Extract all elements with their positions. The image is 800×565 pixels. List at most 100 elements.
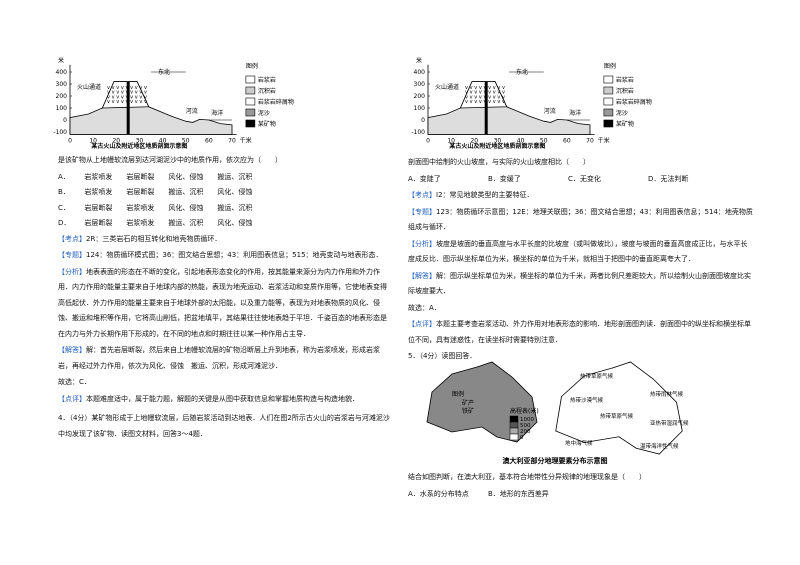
volcanic-vent [484, 81, 488, 135]
caption: 澳大利亚部分地理要素分布示意图 [503, 456, 608, 465]
option: B．变缓了 [488, 174, 521, 183]
pattern: v [502, 99, 505, 105]
pattern: v [493, 85, 496, 91]
pattern: v [488, 94, 491, 100]
legend-title: 图例 [452, 390, 464, 398]
note: 【解答】解：首先岩层断裂，然后来自上地幔软流层的矿物沿断层上升到地表，称为岩浆喷… [58, 343, 393, 374]
pattern: v [107, 94, 110, 100]
note-tag: 【点评】 [408, 320, 436, 328]
climate-label: 热带草原气候 [580, 372, 614, 380]
option: A．水系的分布特点 [408, 489, 469, 498]
y-label: -100 [53, 129, 67, 136]
note-text: 解：图示纵坐标单位为米，横坐标的单位为千米，两者比例尺差距较大，所以绘制火山剖面… [408, 271, 751, 296]
pattern: v [479, 85, 482, 91]
question: 剖面图中绘制的火山坡度，与实际的火山坡度相比（ ） [408, 158, 590, 166]
elev-title: 高程表(米) [510, 407, 539, 415]
legend-swatch [603, 97, 614, 106]
notes: 【考点】I2：常见地貌类型的主要特征． 【专题】123：物质循环示意图；12E：地… [408, 188, 753, 348]
note-tag: 【解答】 [408, 271, 436, 280]
x-label: 40 [517, 137, 525, 144]
option: B．地形的东西差异 [488, 489, 549, 498]
option: A．变陡了 [408, 174, 441, 183]
right-column: 剖面图中绘制的火山坡度，与实际的火山坡度相比（ ） A．变陡了 B．变缓了 C．无变… [408, 155, 753, 366]
pattern: v [488, 90, 491, 96]
x-label: 70 [586, 137, 594, 144]
note-tag: 【专题】 [408, 207, 436, 216]
y-label: 300 [56, 81, 68, 88]
pattern: v [474, 99, 477, 105]
pattern: v [493, 90, 496, 96]
pattern: v [130, 85, 133, 91]
pattern: v [121, 94, 124, 100]
question: 4．（4分）某矿物形成于上地幔软流层，后随岩浆活动到达地表．人们在图2所示古火山… [58, 414, 390, 438]
pattern: v [135, 94, 138, 100]
climate-label: 温带海洋性气候 [640, 442, 679, 450]
pattern: v [502, 94, 505, 100]
pattern: v [479, 94, 482, 100]
note: 【专题】123：物质循环示意图；12E：地理关联图；36：图文结合思想；43：利… [408, 205, 753, 236]
note: 【解答】解：图示纵坐标单位为米，横坐标的单位为千米，两者比例尺差距较大，所以绘制… [408, 269, 753, 300]
elev-label: 1000 [520, 417, 534, 423]
x-label: 10 [89, 137, 97, 144]
option-cell: 岩层断裂 [126, 188, 155, 196]
legend-swatch [245, 75, 256, 84]
pattern: v [139, 94, 142, 100]
pattern: v [144, 94, 147, 100]
x-label: 60 [205, 137, 213, 144]
note-tag: 【点评】 [58, 394, 86, 403]
pattern: v [470, 90, 473, 96]
elev-label: 500 [520, 423, 531, 429]
pattern: v [144, 85, 147, 91]
pattern: v [112, 94, 115, 100]
x-label: 60 [563, 137, 571, 144]
y-label: 200 [56, 93, 68, 100]
pattern: v [488, 85, 491, 91]
x-label: 0 [426, 137, 430, 144]
question: 结合如图判断，在澳大利亚，基本符合地带性分异规律的地理现象是（ ） [408, 473, 646, 481]
pattern: v [121, 85, 124, 91]
y-label: 100 [56, 105, 68, 112]
options: A．水系的分布特点 B．地形的东西差异 [408, 487, 753, 503]
note-tag: 【分析】 [58, 267, 86, 276]
x-unit: 千米 [598, 136, 610, 144]
pattern: v [139, 90, 142, 96]
elev-label: 200 [520, 429, 531, 435]
pattern: v [474, 94, 477, 100]
option-cell: 风化、侵蚀 [168, 203, 204, 212]
note-tag: 【解答】 [58, 346, 86, 354]
option-cell: 风化、侵蚀 [217, 188, 253, 196]
pattern: v [493, 99, 496, 105]
note: 【考点】2R：三类岩石的相互转化和地壳物质循环． [58, 232, 393, 248]
pattern: v [488, 99, 491, 105]
elev-swatch [509, 433, 519, 441]
option-cell: 搬运、沉积 [168, 219, 204, 227]
australia [426, 361, 538, 443]
note-text: 坡度是坡面的垂直高度与水平长度的比坡度（或叫做坡比），坡度与坡面的垂直高度成正比… [408, 239, 748, 264]
pattern: v [130, 94, 133, 100]
climate-label: 亚热带湿润气候 [650, 419, 689, 427]
pattern: v [493, 94, 496, 100]
question: 5．（4分）读图回答． [408, 352, 477, 360]
option: D．无法判断 [648, 174, 689, 183]
legend-label: 矿产 [462, 399, 474, 407]
pattern: v [139, 99, 142, 105]
note: 【考点】I2：常见地貌类型的主要特征． [408, 188, 753, 204]
option-cell: 岩层断裂 [84, 203, 113, 212]
label: 火山通道 [77, 83, 101, 91]
climate-label: 热带沙漠气候 [570, 396, 604, 404]
option-row: C． 岩层断裂 岩浆喷发 风化、侵蚀 搬运、沉积 [58, 201, 266, 217]
note-text: 解：首先岩层断裂，然后来自上地幔软流层的矿物沿断层上升到地表，称为岩浆喷发，形成… [58, 346, 380, 370]
note: 【分析】坡度是坡面的垂直高度与水平长度的比坡度（或叫做坡比），坡度与坡面的垂直高… [408, 237, 753, 268]
right-column-bottom: 结合如图判断，在澳大利亚，基本符合地带性分异规律的地理现象是（ ） A．水系的分… [408, 470, 753, 503]
y-label: -100 [411, 129, 425, 136]
option-cell: 岩浆喷发 [126, 203, 155, 212]
note-tag: 【专题】 [58, 251, 86, 259]
option-cell: 岩层断裂 [84, 219, 113, 227]
y-label: 400 [414, 69, 426, 76]
pattern: v [112, 90, 115, 96]
pattern: v [135, 99, 138, 105]
